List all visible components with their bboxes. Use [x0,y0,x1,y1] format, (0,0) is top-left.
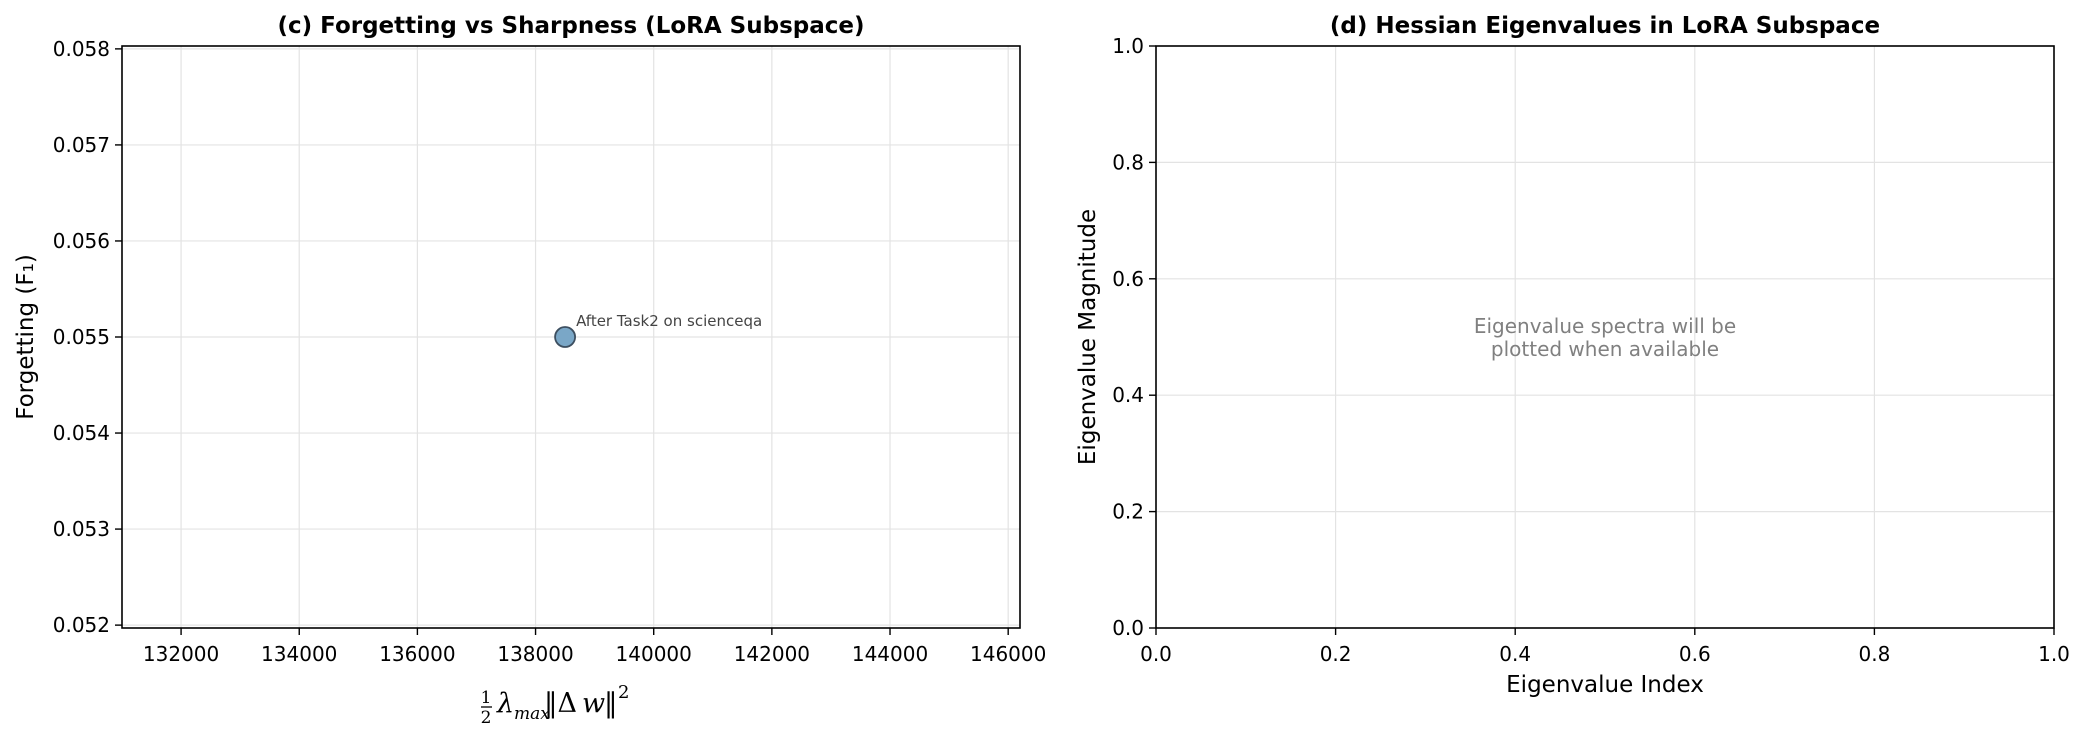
panel-c-y-tick-label: 0.058 [53,37,110,61]
panel-d-plot-background [1156,46,2054,628]
panel-d-x-tick-label: 0.2 [1320,642,1352,666]
panel-d-y-tick-label: 0.4 [1112,383,1144,407]
svg-text:max: max [514,704,550,724]
panel-c-x-ticks: 132000 134000 136000 138000 140000 142000 1440… [143,628,1046,666]
svg-text:2: 2 [618,682,629,703]
panel-c-x-tick-label: 140000 [616,642,692,666]
panel-d-title: (d) Hessian Eigenvalues in LoRA Subspace [1330,13,1880,39]
panel-d-hessian-eigenvalues: 0.0 0.2 0.4 0.6 0.8 1.0 0.0 0.2 0.4 0.6 0.8 1.0 (d… [1075,13,2070,698]
svg-text:1: 1 [481,688,492,708]
panel-d-placeholder-note-line-2: plotted when available [1491,337,1719,361]
panel-d-x-tick-label: 0.4 [1499,642,1531,666]
panel-c-x-tick-label: 136000 [379,642,455,666]
svg-text:‖Δ: ‖Δ [544,688,577,719]
panel-c-title: (c) Forgetting vs Sharpness (LoRA Subspa… [278,13,865,39]
panel-c-y-ticks: 0.052 0.053 0.054 0.055 0.056 0.057 0.058 [53,37,122,637]
panel-c-x-tick-label: 142000 [734,642,810,666]
panel-d-y-axis-label: Eigenvalue Magnitude [1075,209,1101,465]
panel-c-x-tick-label: 144000 [852,642,928,666]
panel-d-y-ticks: 0.0 0.2 0.4 0.6 0.8 1.0 [1112,34,1156,640]
panel-d-x-tick-label: 1.0 [2038,642,2070,666]
svg-text:‖: ‖ [604,688,618,719]
panel-c-y-tick-label: 0.057 [53,133,110,157]
panel-c-x-tick-label: 134000 [261,642,337,666]
panel-c-y-tick-label: 0.055 [53,325,110,349]
panel-d-y-tick-label: 0.6 [1112,267,1144,291]
svg-text:λ: λ [496,688,514,719]
panel-d-x-ticks: 0.0 0.2 0.4 0.6 0.8 1.0 [1140,628,2070,666]
panel-d-x-tick-label: 0.0 [1140,642,1172,666]
panel-c-y-tick-label: 0.053 [53,517,110,541]
svg-text:2: 2 [481,708,492,728]
panel-d-y-tick-label: 0.2 [1112,500,1144,524]
panel-d-x-axis-label: Eigenvalue Index [1506,672,1704,698]
panel-d-y-tick-label: 0.8 [1112,150,1144,174]
panel-d-x-tick-label: 0.8 [1858,642,1890,666]
panel-d-x-tick-label: 0.6 [1679,642,1711,666]
panel-d-y-tick-label: 0.0 [1112,616,1144,640]
panel-c-y-tick-label: 0.054 [53,421,110,445]
panel-c-points: After Task2 on scienceqa [554,312,762,348]
panel-c-y-tick-label: 0.052 [53,613,110,637]
panel-c-grid [122,46,1020,628]
panel-c-x-tick-label: 138000 [497,642,573,666]
panel-d-frame [1155,45,2055,629]
panel-c-y-axis-label: Forgetting (F₁) [13,254,39,420]
panel-c-forgetting-vs-sharpness: After Task2 on scienceqa 132000 134000 136… [13,13,1046,728]
panel-c-x-axis-label: 1 2 λ max ‖Δ w ‖ 2 [481,682,630,728]
scatter-point-annotation: After Task2 on scienceqa [576,312,762,330]
panel-c-y-tick-label: 0.056 [53,229,110,253]
svg-text:w: w [582,688,605,719]
panel-d-placeholder-note-line-1: Eigenvalue spectra will be [1474,314,1736,338]
panel-c-x-tick-label: 146000 [970,642,1046,666]
panel-d-y-tick-label: 1.0 [1112,34,1144,58]
panel-c-x-tick-label: 132000 [143,642,219,666]
scatter-point [554,326,576,348]
